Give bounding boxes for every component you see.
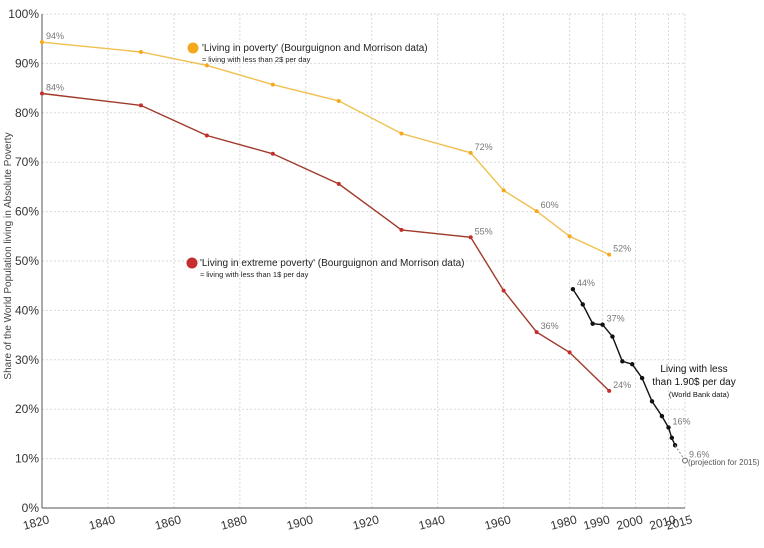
poverty-point [468, 150, 473, 155]
extreme-poverty-point [501, 288, 506, 293]
extreme-poverty-legend-title: 'Living in extreme poverty' (Bourguignon… [200, 258, 465, 269]
extreme-poverty-point [534, 330, 539, 335]
y-axis-label: Share of the World Population living in … [3, 132, 14, 379]
projection-note: (projection for 2015) [688, 458, 760, 467]
poverty-point [607, 252, 612, 257]
x-tick-label: 1840 [87, 512, 117, 533]
y-tick-label: 50% [15, 254, 39, 268]
x-tick-label: 2015 [664, 512, 694, 533]
y-tick-label: 40% [15, 303, 39, 317]
extreme-poverty-point [270, 151, 275, 156]
grid [42, 13, 686, 508]
y-tick-label: 30% [15, 353, 39, 367]
poverty-data-label: 60% [541, 200, 559, 210]
poverty-point [40, 40, 44, 45]
poverty-legend-marker [187, 42, 199, 54]
y-tick-label: 70% [15, 155, 39, 169]
worldbank-point [570, 286, 576, 292]
extreme-poverty-point [468, 235, 473, 240]
x-tick-label: 2010 [648, 512, 678, 533]
worldbank-data-label: 16% [673, 416, 691, 426]
x-tick-label: 1980 [549, 512, 579, 533]
poverty-point [567, 234, 572, 239]
extreme-poverty-point [607, 388, 612, 393]
worldbank-point [649, 399, 655, 404]
extreme-poverty-data-label: 84% [46, 83, 64, 93]
y-tick-label: 10% [15, 452, 39, 466]
y-tick-labels: 0% 10% 20% 30% 40% 50% 60% 70% 80% 90% 100% [8, 7, 39, 515]
poverty-data-label: 94% [46, 31, 64, 41]
extreme-poverty-point [567, 350, 572, 355]
poverty-legend-subtitle: ≈ living with less than 2$ per day [202, 55, 311, 64]
x-tick-label: 1960 [483, 512, 513, 533]
worldbank-point [666, 425, 671, 430]
y-tick-label: 60% [15, 205, 39, 219]
x-tick-label: 2000 [615, 512, 645, 533]
x-tick-label: 1990 [582, 512, 612, 533]
worldbank-annotation-line-2: than 1.90$ per day [652, 377, 735, 388]
worldbank-point [630, 362, 635, 367]
worldbank-point [672, 443, 678, 448]
poverty-data-label: 52% [613, 244, 631, 254]
poverty-point [336, 98, 341, 103]
extreme-poverty-legend-marker [186, 257, 198, 269]
axes [41, 14, 685, 509]
worldbank-point [639, 375, 645, 381]
extreme-poverty-point [204, 133, 209, 138]
worldbank-data-label: 9.6% [689, 450, 710, 460]
poverty-point [138, 50, 143, 55]
x-tick-label: 1900 [285, 512, 315, 533]
extreme-poverty-data-label: 24% [613, 380, 631, 390]
y-tick-label: 80% [15, 106, 39, 120]
extreme-poverty-data-label: 55% [475, 226, 493, 236]
poverty-point [204, 63, 209, 68]
worldbank-data-label: 37% [607, 314, 625, 324]
worldbank-source: (World Bank data) [669, 390, 730, 399]
x-tick-label: 1940 [417, 512, 447, 533]
poverty-data-label: 72% [475, 142, 493, 152]
y-tick-label: 20% [15, 402, 39, 416]
worldbank-point [590, 321, 595, 326]
extreme-poverty-point [399, 227, 404, 232]
worldbank-point [659, 413, 665, 419]
poverty-point [501, 188, 506, 193]
x-tick-label: 1920 [351, 512, 381, 533]
x-tick-label: 1880 [219, 512, 249, 533]
extreme-poverty-data-label: 36% [541, 321, 559, 331]
x-tick-label: 1820 [21, 512, 51, 533]
worldbank-projection-point [682, 457, 688, 464]
worldbank-point [620, 359, 625, 364]
worldbank-point [600, 322, 605, 327]
y-tick-label: 90% [15, 56, 39, 70]
poverty-point [534, 209, 539, 214]
extreme-poverty-legend-subtitle: ≈ living with less than 1$ per day [200, 270, 309, 279]
series-group [40, 40, 688, 464]
worldbank-point [610, 334, 615, 339]
x-tick-label: 1860 [153, 512, 183, 533]
poverty-legend-title: 'Living in poverty' (Bourguignon and Mor… [202, 43, 428, 54]
worldbank-point [669, 435, 675, 441]
worldbank-annotation-line-1: Living with less [660, 364, 727, 375]
poverty-point [270, 82, 275, 87]
y-tick-label: 0% [22, 501, 40, 515]
poverty-point [399, 131, 404, 136]
worldbank-projection-line [674, 444, 686, 461]
extreme-poverty-point [336, 181, 341, 186]
y-tick-label: 100% [8, 7, 39, 21]
worldbank-data-label: 44% [577, 278, 595, 288]
worldbank-point [580, 302, 585, 307]
extreme-poverty-point [40, 91, 44, 96]
extreme-poverty-point [138, 103, 143, 108]
x-tick-labels: 1820 1840 1860 1880 1900 1920 1940 1960 1980 1990… [21, 512, 694, 533]
data-labels: 94% 72% 60% 52% 84% 55% 36% 24% 44% 37% 16% 9.6% [46, 31, 710, 459]
